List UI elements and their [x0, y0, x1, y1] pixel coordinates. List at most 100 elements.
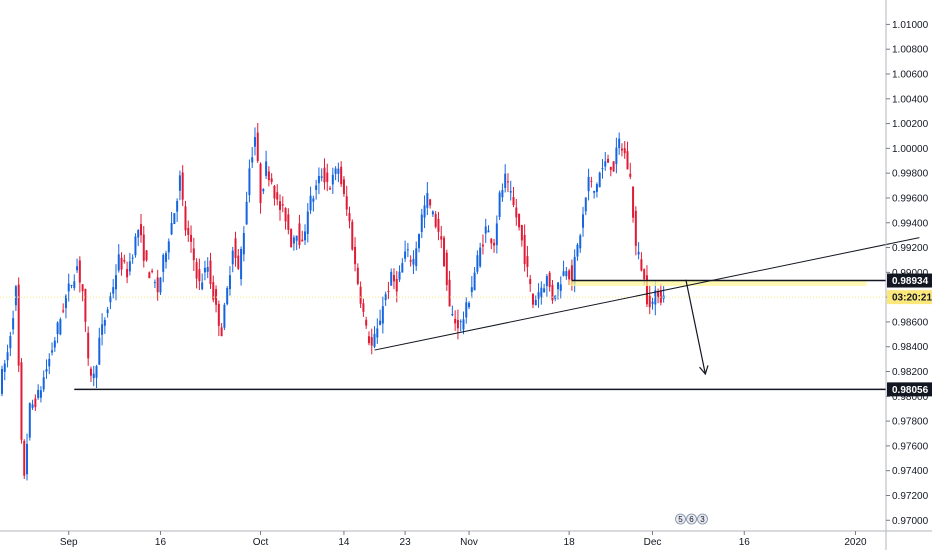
candle-body	[632, 186, 635, 218]
event-count: 6	[689, 515, 694, 524]
candle-body	[237, 255, 240, 269]
candle-body	[426, 193, 429, 208]
x-tick-label: 18	[564, 537, 576, 548]
candle-body	[31, 404, 34, 408]
candle-body	[545, 276, 548, 286]
candle-body	[565, 271, 568, 277]
candle-body	[495, 223, 498, 246]
candle-body	[267, 171, 270, 181]
candle-body	[657, 291, 660, 298]
candle-body	[323, 167, 326, 183]
candle-body	[593, 190, 596, 193]
candle-body	[345, 196, 348, 210]
candle-body	[637, 251, 640, 255]
candle-body	[487, 230, 490, 233]
resistance-price-tag-text: 0.98934	[892, 276, 929, 287]
candle-body	[390, 271, 393, 286]
candle-body	[304, 231, 307, 241]
candle-body	[109, 296, 112, 303]
y-tick-label: 1.01000	[892, 20, 929, 31]
candle-body	[615, 147, 618, 165]
candle-body	[568, 270, 571, 280]
candle-body	[34, 398, 37, 408]
candle-body	[381, 306, 384, 324]
candle-body	[418, 234, 420, 249]
candle-body	[601, 168, 604, 170]
candle-body	[590, 180, 593, 182]
candle-body	[387, 290, 390, 292]
candle-body	[493, 242, 496, 246]
candle-body	[312, 198, 315, 202]
candle-body	[437, 218, 440, 232]
y-axis: 1.01000 1.00800 1.00600 1.00400 1.00200 1.000…	[885, 0, 932, 550]
x-tick-label: 14	[338, 537, 350, 548]
candle-body	[531, 293, 534, 305]
candle-body	[187, 227, 190, 235]
candle-body	[112, 287, 115, 294]
resistance-zone[interactable]	[569, 280, 867, 286]
candle-body	[184, 206, 187, 231]
candle-body	[37, 389, 40, 398]
candle-body	[562, 271, 565, 276]
candle-body	[251, 157, 254, 163]
candle-body	[23, 440, 26, 476]
x-tick-label: 23	[400, 537, 412, 548]
candle-body	[87, 332, 90, 359]
candle-body	[17, 284, 20, 366]
candle-body	[659, 290, 662, 303]
candle-body	[340, 166, 343, 185]
candle-body	[598, 172, 601, 188]
candle-body	[117, 254, 120, 271]
candle-body	[1, 368, 3, 394]
arrow-shaft[interactable]	[685, 279, 706, 375]
candle-body	[367, 336, 370, 344]
candle-body	[365, 319, 368, 326]
candle-body	[584, 197, 587, 212]
candle-body	[262, 189, 265, 192]
candle-body	[106, 309, 109, 314]
event-flag-icon[interactable]	[697, 513, 708, 525]
candle-body	[329, 188, 332, 190]
y-tick-label: 0.97200	[892, 491, 929, 502]
event-count: 3	[700, 515, 705, 524]
y-tick-label: 0.99600	[892, 193, 929, 204]
y-tick-label: 0.98200	[892, 367, 929, 378]
candle-body	[595, 184, 598, 192]
event-flag-icon[interactable]	[686, 513, 697, 525]
candle-body	[543, 288, 546, 293]
support-price-tag[interactable]	[887, 382, 932, 397]
event-flag-icon[interactable]	[675, 513, 686, 525]
candle-body	[140, 224, 142, 236]
candle-body	[334, 168, 337, 174]
candle-body	[28, 403, 31, 438]
y-tick-label: 0.98400	[892, 342, 929, 353]
candle-body	[579, 235, 582, 249]
candle-body	[326, 172, 329, 182]
candle-body	[459, 321, 462, 323]
x-tick-label: Nov	[460, 537, 478, 548]
candle-body	[620, 148, 623, 151]
candle-body	[501, 190, 504, 198]
candle-body	[226, 287, 229, 305]
candle-body	[395, 278, 398, 292]
candle-body	[51, 350, 54, 353]
candle-body	[315, 185, 318, 190]
resistance-price-tag[interactable]	[887, 273, 932, 288]
candle-body	[420, 214, 423, 233]
x-axis: Sep 16 Oct 14 23 Nov 18 Dec 16 2020	[0, 530, 932, 548]
countdown-tag[interactable]	[887, 290, 932, 305]
candle-body	[81, 284, 84, 292]
candle-body	[56, 322, 59, 335]
candle-body	[443, 237, 446, 267]
candle-body	[95, 366, 98, 378]
candle-body	[643, 269, 646, 280]
candle-body	[45, 369, 48, 372]
candle-body	[654, 290, 657, 305]
rising-trendline[interactable]	[374, 237, 920, 351]
candle-body	[26, 443, 29, 475]
candle-body	[134, 236, 137, 256]
candle-body	[273, 185, 276, 199]
candle-body	[479, 247, 482, 267]
